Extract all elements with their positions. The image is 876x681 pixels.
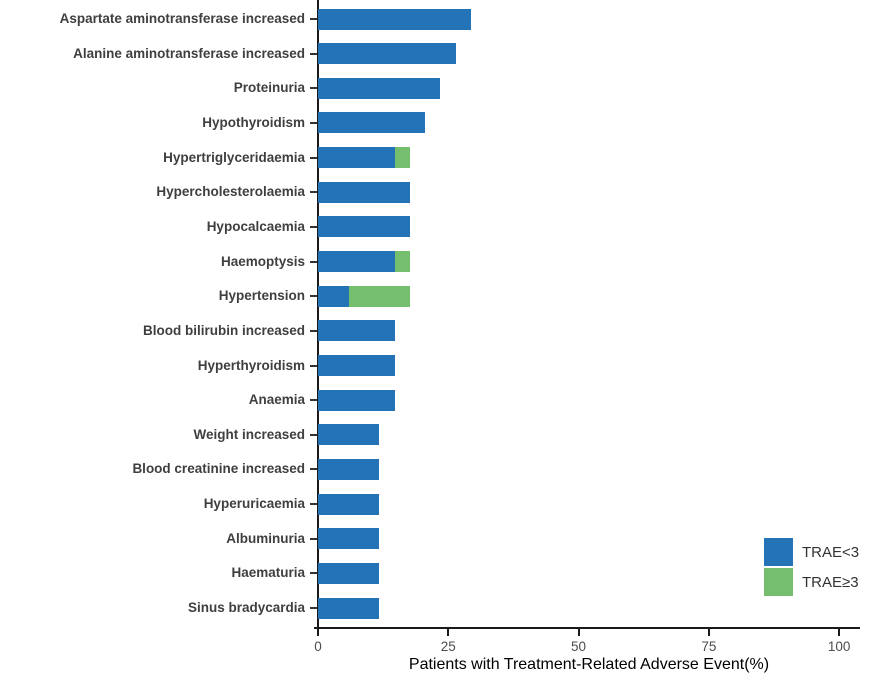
y-tick (310, 468, 317, 471)
legend-swatch-trae-ge3-icon (764, 568, 793, 596)
category-label: Hyperuricaemia (203, 496, 305, 512)
x-tick-label: 0 (314, 639, 322, 654)
bar-segment-trae-lt3 (318, 43, 457, 65)
bar-segment-trae-lt3 (318, 147, 395, 169)
x-tick (317, 629, 319, 636)
x-tick-label: 25 (440, 639, 456, 654)
category-label: Proteinuria (233, 80, 305, 96)
x-tick (577, 629, 580, 636)
x-tick-label: 100 (827, 639, 851, 654)
category-label: Hypocalcaemia (206, 218, 305, 234)
category-label: Haematuria (231, 565, 305, 581)
bar-segment-trae-lt3 (318, 216, 410, 238)
x-tick (707, 629, 710, 636)
bar-segment-trae-ge3 (394, 147, 410, 169)
y-tick (310, 537, 317, 540)
category-label: Weight increased (193, 426, 305, 442)
y-tick (310, 260, 317, 263)
y-tick (310, 87, 317, 90)
bar-segment-trae-lt3 (318, 493, 380, 515)
bar-segment-trae-lt3 (318, 8, 472, 30)
y-tick (310, 121, 317, 124)
y-tick (310, 572, 317, 575)
y-tick (310, 329, 317, 332)
category-label: Hypertriglyceridaemia (163, 149, 305, 165)
y-tick (310, 225, 317, 228)
legend-label-trae-ge3: TRAE≥3 (802, 573, 859, 591)
bar-segment-trae-lt3 (318, 528, 380, 550)
legend-label-trae-lt3: TRAE<3 (802, 543, 860, 561)
y-tick (310, 607, 317, 610)
category-label: Sinus bradycardia (187, 600, 305, 616)
legend-item-trae-ge3: TRAE≥3 (764, 568, 859, 596)
category-label: Hypothyroidism (202, 114, 305, 130)
category-label: Haemoptysis (220, 253, 305, 269)
legend-item-trae-lt3: TRAE<3 (764, 538, 859, 566)
category-label: Alanine aminotransferase increased (73, 45, 305, 61)
y-tick (310, 295, 317, 298)
y-tick (310, 503, 317, 506)
category-label: Blood creatinine increased (132, 461, 305, 477)
bar-segment-trae-lt3 (318, 112, 426, 134)
bar-segment-trae-ge3 (348, 285, 411, 307)
y-tick (310, 18, 317, 20)
x-tick (447, 629, 450, 636)
bar-segment-trae-lt3 (318, 77, 441, 99)
legend: TRAE<3 TRAE≥3 (764, 538, 859, 598)
bar-segment-trae-lt3 (318, 424, 380, 446)
legend-swatch-trae-lt3-icon (764, 538, 793, 566)
y-tick (310, 191, 317, 194)
bar-segment-trae-lt3 (318, 562, 380, 584)
category-label: Hyperthyroidism (197, 357, 305, 373)
bar-segment-trae-ge3 (394, 251, 410, 273)
x-axis-line (314, 627, 860, 629)
y-tick (310, 364, 317, 367)
bar-segment-trae-lt3 (318, 251, 395, 273)
y-tick (310, 399, 317, 402)
category-label: Albuminuria (226, 530, 305, 546)
category-label: Hypercholesterolaemia (156, 184, 305, 200)
bar-segment-trae-lt3 (318, 355, 395, 376)
x-axis-title: Patients with Treatment-Related Adverse … (408, 656, 770, 673)
x-tick (838, 629, 841, 636)
bar-segment-trae-lt3 (318, 320, 395, 342)
y-tick (310, 156, 317, 159)
category-label: Aspartate aminotransferase increased (59, 11, 305, 26)
bar-segment-trae-lt3 (318, 597, 380, 619)
category-label: Hypertension (218, 288, 305, 304)
y-tick (310, 52, 317, 55)
x-tick-label: 75 (701, 639, 717, 654)
category-label: Blood bilirubin increased (142, 322, 305, 338)
bar-segment-trae-lt3 (318, 458, 380, 480)
bar-segment-trae-lt3 (318, 389, 395, 411)
y-axis-line (317, 0, 319, 629)
category-label: Anaemia (248, 392, 305, 408)
x-tick-label: 50 (571, 639, 587, 654)
bar-segment-trae-lt3 (318, 181, 410, 203)
bar-segment-trae-lt3 (318, 285, 349, 307)
y-tick (310, 433, 317, 436)
